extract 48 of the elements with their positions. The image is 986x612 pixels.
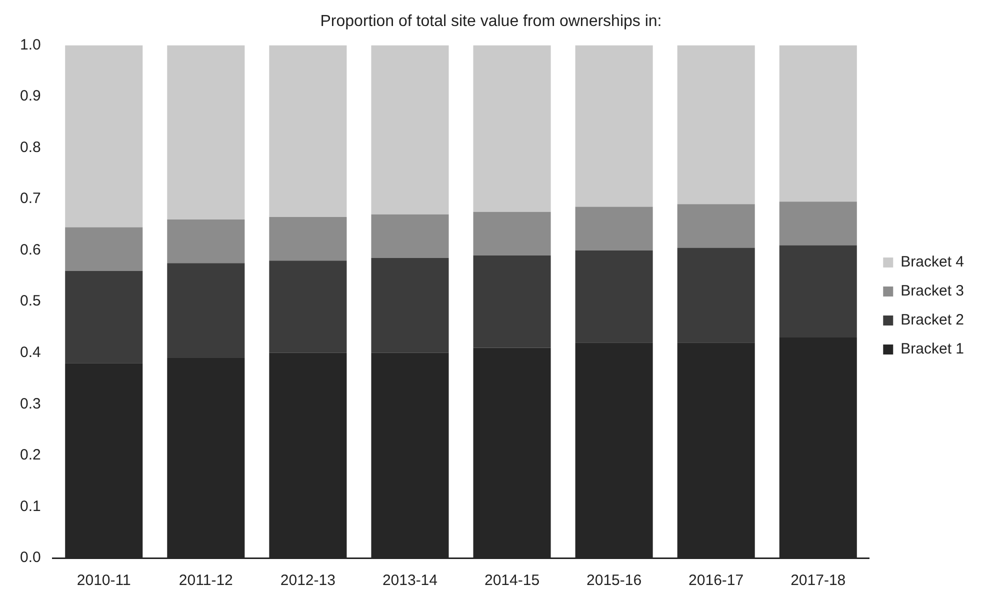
bar <box>167 45 245 220</box>
y-tick-label: 0.0 <box>20 549 41 566</box>
bar <box>575 250 653 343</box>
legend-label: Bracket 4 <box>900 254 964 271</box>
x-tick-label: 2017-18 <box>790 572 846 590</box>
bar <box>677 248 755 343</box>
bar <box>575 45 653 207</box>
bar <box>677 45 755 204</box>
y-tick-label: 0.6 <box>20 241 41 258</box>
bar <box>65 45 143 228</box>
bar <box>269 260 347 353</box>
legend-label: Bracket 1 <box>900 340 964 358</box>
x-tick-label: 2016-17 <box>688 572 744 590</box>
bar <box>779 45 857 202</box>
x-tick-label: 2014-15 <box>484 572 540 590</box>
bar <box>167 263 245 358</box>
bar <box>779 245 857 338</box>
y-tick-label: 0.5 <box>20 292 41 310</box>
bar <box>269 45 347 217</box>
y-tick-label: 0.8 <box>20 138 41 156</box>
y-tick-label: 0.4 <box>20 344 41 362</box>
bar <box>371 45 449 214</box>
x-tick-label: 2013-14 <box>382 572 438 590</box>
x-tick-label: 2011-12 <box>178 572 233 590</box>
y-tick-label: 0.9 <box>20 88 41 105</box>
bar <box>473 212 551 256</box>
y-tick-label: 1.0 <box>20 36 41 54</box>
chart-title: Proportion of total site value from ownerships in: <box>320 13 662 30</box>
bar <box>677 204 755 248</box>
bar <box>167 220 245 264</box>
y-tick-label: 0.2 <box>20 446 41 464</box>
bar <box>65 227 143 271</box>
legend-label: Bracket 3 <box>900 282 964 300</box>
bar <box>371 214 449 258</box>
bar <box>371 258 449 353</box>
bar <box>65 270 143 364</box>
x-tick-label: 2010-11 <box>76 572 131 590</box>
y-tick-label: 0.1 <box>20 498 41 515</box>
x-tick-label: 2015-16 <box>586 572 642 590</box>
bar <box>473 45 551 212</box>
legend-label: Bracket 2 <box>900 312 964 329</box>
bar <box>779 202 857 246</box>
bar <box>575 206 653 250</box>
y-tick-label: 0.7 <box>20 190 41 208</box>
y-tick-label: 0.3 <box>20 395 41 412</box>
bar <box>473 255 551 348</box>
x-tick-label: 2012-13 <box>280 572 336 590</box>
bar <box>269 216 347 261</box>
